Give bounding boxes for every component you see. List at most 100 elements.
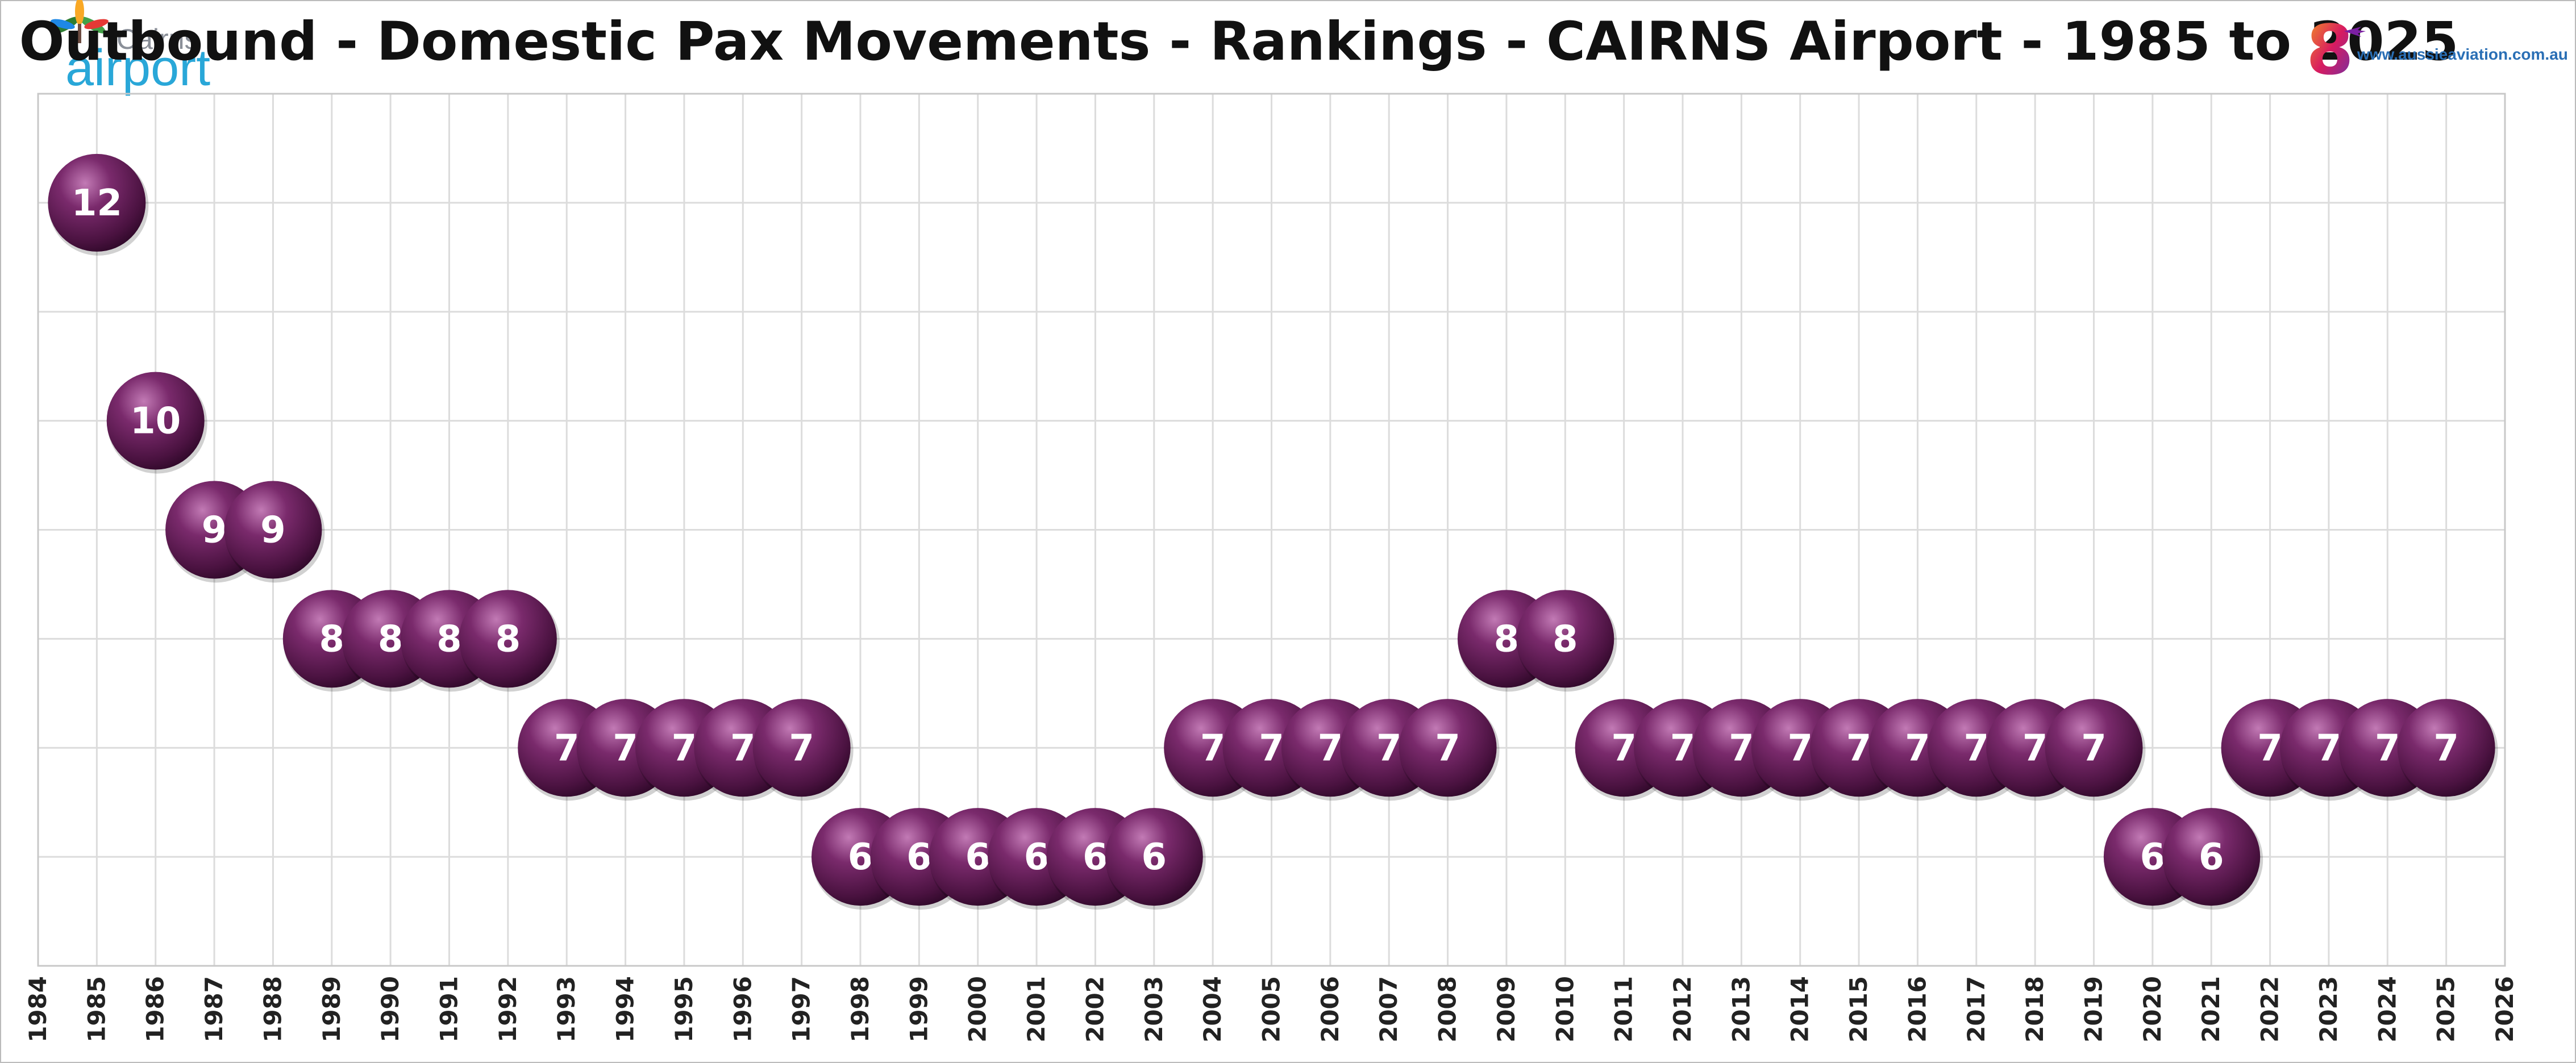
x-axis-ticks: 1984 1985 1986 1987 1988 1989 1990 1991 1992 1993… bbox=[24, 976, 2519, 1043]
bubble-value-label: 10 bbox=[130, 401, 181, 443]
bubble-marker bbox=[224, 481, 322, 579]
x-tick-label: 1985 bbox=[82, 976, 110, 1043]
x-tick-label: 2018 bbox=[2021, 976, 2049, 1043]
bubble-value-label: 7 bbox=[1376, 727, 1402, 769]
bubble-value-label: 8 bbox=[436, 618, 462, 660]
x-tick-label: 1986 bbox=[142, 976, 169, 1043]
x-tick-label: 2023 bbox=[2315, 976, 2342, 1043]
bubble-value-label: 6 bbox=[1024, 836, 1050, 878]
bubble-value-label: 8 bbox=[1553, 618, 1578, 660]
x-tick-label: 1996 bbox=[729, 976, 756, 1043]
site-url: www.aussieaviation.com.au bbox=[2357, 45, 2568, 63]
x-tick-label: 1998 bbox=[846, 976, 874, 1043]
bubble-value-label: 7 bbox=[2257, 727, 2283, 769]
bubble-value-label: 7 bbox=[1670, 727, 1696, 769]
rank-bubble: 6 bbox=[1105, 808, 1206, 910]
bubble-value-label: 7 bbox=[1611, 727, 1637, 769]
rank-bubble: 6 bbox=[2162, 808, 2263, 910]
bubble-marker bbox=[1399, 699, 1497, 797]
x-tick-label: 2016 bbox=[1903, 976, 1931, 1043]
bubble-value-label: 8 bbox=[496, 618, 521, 660]
x-tick-label: 2015 bbox=[1845, 976, 1872, 1043]
bubble-value-label: 6 bbox=[1083, 836, 1108, 878]
x-tick-label: 2004 bbox=[1198, 976, 1226, 1043]
x-tick-label: 2014 bbox=[1786, 976, 1814, 1043]
cairns-airport-logo: Cairns airport bbox=[51, 0, 210, 97]
rank-bubble: 12 bbox=[48, 153, 149, 256]
bubble-value-label: 7 bbox=[1200, 727, 1226, 769]
plot-area bbox=[37, 93, 2506, 967]
x-tick-label: 2024 bbox=[2373, 976, 2401, 1043]
x-tick-label: 1989 bbox=[318, 976, 346, 1043]
x-tick-label: 2019 bbox=[2080, 976, 2108, 1043]
bubble-value-label: 7 bbox=[789, 727, 814, 769]
bubble-value-label: 7 bbox=[1964, 727, 1990, 769]
x-tick-label: 2006 bbox=[1316, 976, 1344, 1043]
bubble-marker bbox=[1516, 590, 1614, 688]
bubble-value-label: 7 bbox=[1259, 727, 1284, 769]
x-tick-label: 2026 bbox=[2491, 976, 2519, 1043]
x-tick-label: 2017 bbox=[1962, 976, 1990, 1043]
bubble-value-label: 7 bbox=[2022, 727, 2048, 769]
aussie-aviation-logo: 8 www.aussieaviation.com.au bbox=[2306, 11, 2568, 90]
x-tick-label: 2022 bbox=[2256, 976, 2284, 1043]
bubble-value-label: 7 bbox=[1846, 727, 1872, 769]
x-tick-label: 2003 bbox=[1140, 976, 1168, 1043]
x-tick-label: 2013 bbox=[1727, 976, 1755, 1043]
bubble-value-label: 6 bbox=[1142, 836, 1167, 878]
x-tick-label: 2021 bbox=[2197, 976, 2225, 1043]
eight-logo-icon: 8 bbox=[2306, 11, 2354, 90]
x-tick-label: 2012 bbox=[1668, 976, 1696, 1043]
bubble-marker bbox=[106, 372, 205, 470]
x-tick-label: 1984 bbox=[24, 976, 52, 1043]
x-tick-label: 1994 bbox=[611, 976, 639, 1043]
rank-bubble: 8 bbox=[459, 590, 560, 692]
x-tick-label: 2025 bbox=[2432, 976, 2460, 1043]
bubble-marker bbox=[2045, 699, 2143, 797]
bubble-value-label: 6 bbox=[2199, 836, 2224, 878]
x-tick-label: 2011 bbox=[1610, 976, 1638, 1043]
x-tick-label: 2020 bbox=[2138, 976, 2166, 1043]
x-tick-label: 2000 bbox=[964, 976, 992, 1043]
rank-bubble: 8 bbox=[1516, 590, 1617, 692]
x-tick-label: 1988 bbox=[259, 976, 286, 1043]
bubble-value-label: 8 bbox=[1494, 618, 1520, 660]
logo-line2: airport bbox=[65, 40, 210, 97]
bubble-value-label: 7 bbox=[730, 727, 756, 769]
rank-bubble: 10 bbox=[106, 372, 207, 474]
bubble-value-label: 7 bbox=[1729, 727, 1754, 769]
bubble-value-label: 6 bbox=[2140, 836, 2166, 878]
palm-icon bbox=[51, 0, 109, 43]
bubble-value-label: 7 bbox=[2081, 727, 2107, 769]
rank-bubble: 7 bbox=[2397, 699, 2498, 801]
x-tick-label: 1990 bbox=[376, 976, 404, 1043]
bubble-value-label: 7 bbox=[1318, 727, 1343, 769]
x-tick-label: 1991 bbox=[435, 976, 463, 1043]
rank-bubble: 7 bbox=[1399, 699, 1500, 801]
bubble-marker bbox=[2162, 808, 2261, 906]
x-tick-label: 2008 bbox=[1434, 976, 1462, 1043]
rank-bubble: 9 bbox=[224, 481, 325, 583]
x-tick-label: 1992 bbox=[494, 976, 522, 1043]
x-tick-label: 2005 bbox=[1258, 976, 1285, 1043]
x-tick-label: 1997 bbox=[788, 976, 815, 1043]
plane-icon bbox=[2344, 27, 2366, 37]
bubble-marker bbox=[459, 590, 557, 688]
bubble-value-label: 12 bbox=[72, 182, 122, 224]
x-tick-label: 1999 bbox=[905, 976, 933, 1043]
bubble-value-label: 7 bbox=[2375, 727, 2400, 769]
x-tick-label: 1993 bbox=[552, 976, 580, 1043]
bubble-value-label: 6 bbox=[906, 836, 932, 878]
bubble-value-label: 6 bbox=[965, 836, 991, 878]
bubble-value-label: 7 bbox=[2433, 727, 2459, 769]
x-tick-label: 1987 bbox=[200, 976, 228, 1043]
bubble-value-label: 7 bbox=[1905, 727, 1930, 769]
rank-bubble: 7 bbox=[752, 699, 854, 801]
rank-bubble: 7 bbox=[2045, 699, 2146, 801]
x-tick-label: 2010 bbox=[1551, 976, 1579, 1043]
bubble-value-label: 7 bbox=[613, 727, 638, 769]
x-tick-label: 1995 bbox=[670, 976, 698, 1043]
x-tick-label: 2007 bbox=[1375, 976, 1403, 1043]
